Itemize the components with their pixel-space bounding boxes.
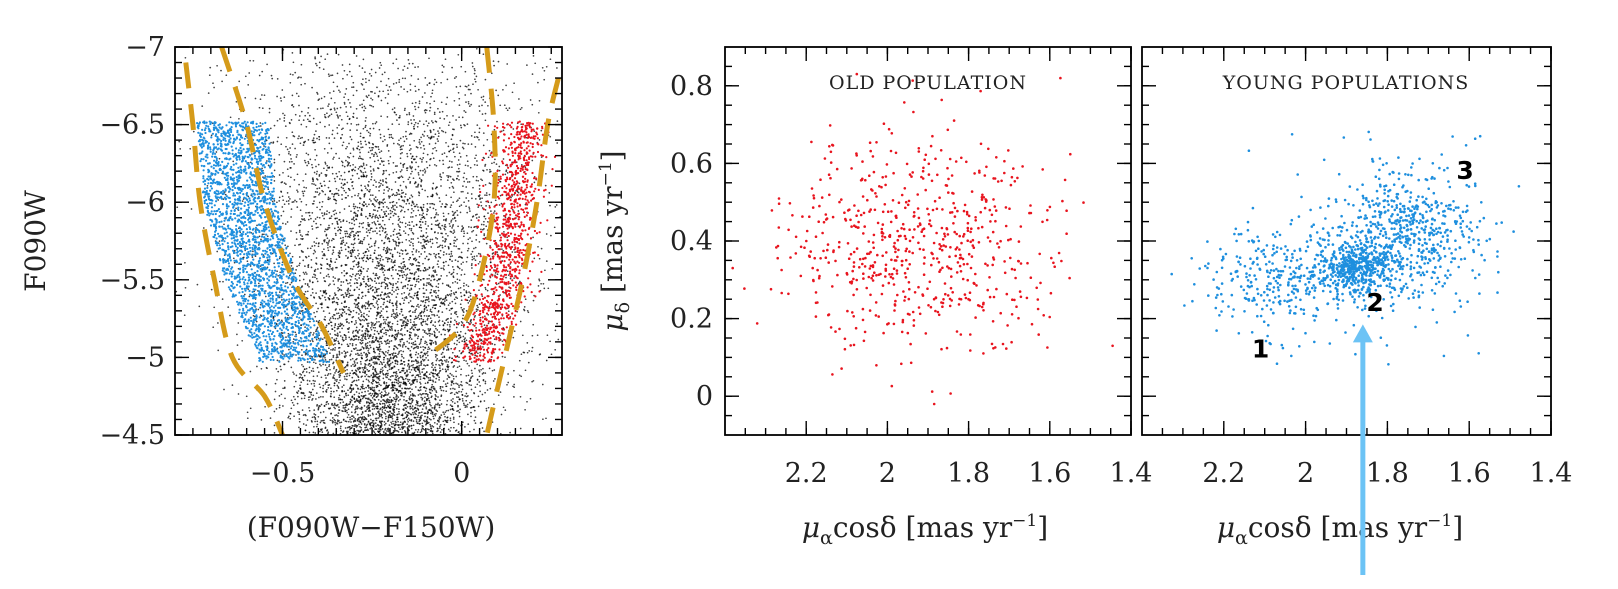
cmd-panel: −7 −6.5 −6 −5.5 −5 −4.5 −0.5 0 (F090W−F150W) F0… [19,32,563,544]
cmd-x-tick-label: −0.5 [250,458,316,489]
young-frame [1141,46,1552,436]
pm-x-tick-label: 1.6 [1448,458,1491,489]
old-population-panel: 0 0.2 0.4 0.6 0.8 2.2 2 1.8 1.6 1.4 OLD POPULATIO… [596,46,1152,549]
blue-outer-boundary [183,62,285,437]
pm-y-tick-label: 0.2 [670,304,713,335]
cmd-selection-boundaries [183,46,561,437]
cmd-y-tick-label: −5 [125,342,165,373]
cmd-x-axis-label: (F090W−F150W) [247,511,496,544]
young-ticks: 2.2 2 1.8 1.6 1.4 [1142,47,1572,489]
old-population-points [731,72,1114,406]
cmd-y-tick-label: −6.5 [99,110,165,141]
cmd-y-axis-label: F090W [19,190,52,292]
old-population-title: OLD POPULATION [829,72,1027,94]
old-x-axis-label: μαcosδ [mas yr−1] [802,511,1048,549]
cmd-y-tick-label: −5.5 [99,265,165,296]
pm-y-tick-label: 0.6 [670,148,713,179]
pm-y-tick-label: 0.8 [670,71,713,102]
highlight-arrow [1352,324,1373,575]
cmd-points [175,47,562,435]
pm-y-axis-label: μδ [mas yr−1] [596,150,634,331]
arrow-head [1352,324,1373,343]
pm-x-tick-label: 2 [1297,458,1314,489]
cmd-y-tick-label: −4.5 [99,420,165,451]
pm-x-tick-label: 2 [879,458,896,489]
cmd-y-tick-label: −7 [125,32,165,63]
young-x-axis-label: μαcosδ [mas yr−1] [1217,511,1463,549]
young-annotations: 1 2 3 [1252,156,1474,364]
old-ticks: 0 0.2 0.4 0.6 0.8 2.2 2 1.8 1.6 1.4 [670,47,1152,489]
pm-x-tick-label: 1.6 [1028,458,1071,489]
cluster-label-1: 1 [1252,334,1269,363]
pm-y-tick-label: 0 [696,381,713,412]
cmd-y-tick-label: −6 [125,187,165,218]
cluster-label-3: 3 [1456,156,1473,185]
old-frame [724,46,1132,436]
blue-inner-boundary [219,46,346,374]
cluster-label-2: 2 [1366,288,1383,317]
cmd-x-tick-label: 0 [453,458,470,489]
pm-x-tick-label: 2.2 [1202,458,1245,489]
red-inner-boundary [424,46,498,360]
red-outer-boundary [484,77,561,436]
cmd-frame [174,46,563,436]
pm-x-tick-label: 2.2 [785,458,828,489]
pm-y-tick-label: 0.4 [670,226,713,257]
pm-x-tick-label: 1.8 [1366,458,1409,489]
pm-x-tick-label: 1.4 [1110,458,1153,489]
young-populations-panel: 2.2 2 1.8 1.6 1.4 YOUNG POPULATIONS 1 2 3 μαco… [1141,46,1572,549]
young-population-points [1170,130,1521,366]
pm-x-tick-label: 1.8 [947,458,990,489]
cmd-ticks: −7 −6.5 −6 −5.5 −5 −4.5 −0.5 0 [99,32,562,489]
young-populations-title: YOUNG POPULATIONS [1222,72,1470,94]
pm-x-tick-label: 1.4 [1530,458,1573,489]
